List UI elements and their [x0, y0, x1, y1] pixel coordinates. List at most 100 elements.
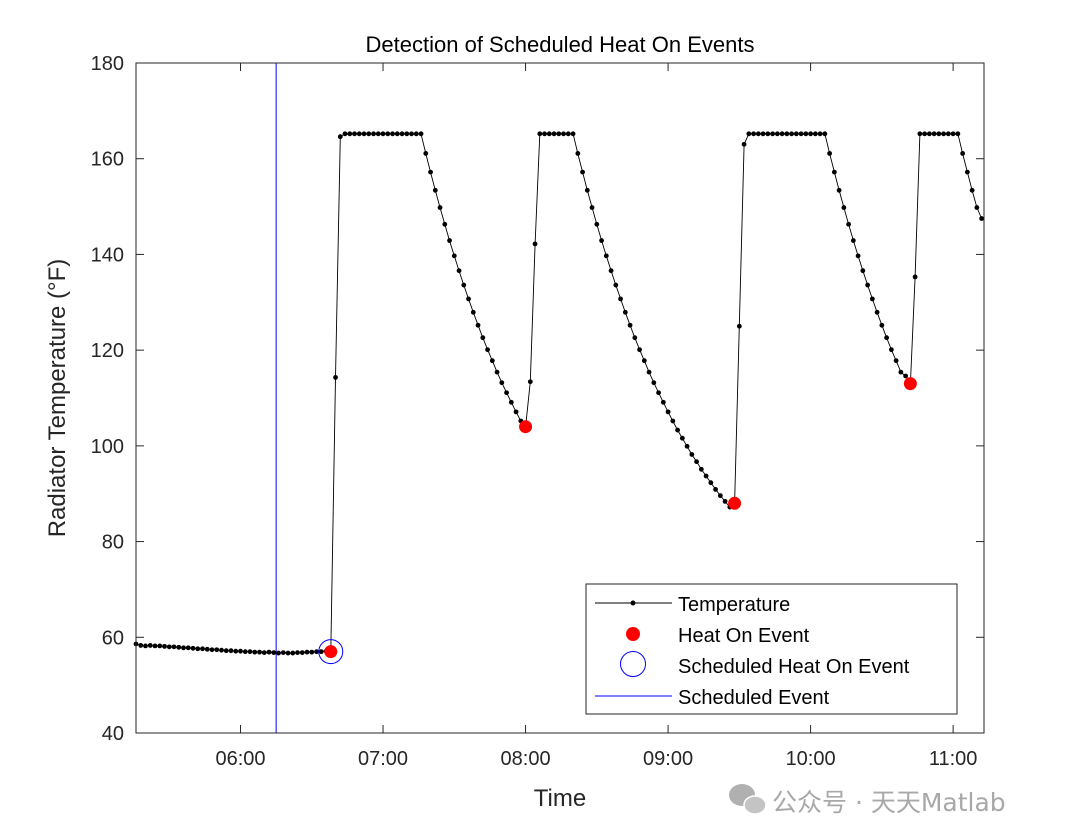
temperature-point: [926, 131, 932, 137]
temperature-point: [713, 487, 718, 492]
temperature-point: [817, 131, 823, 137]
legend-marker-temperature: [630, 600, 636, 606]
temperature-point: [214, 647, 220, 653]
x-tick-label: 11:00: [929, 748, 978, 770]
x-tick-label: 09:00: [643, 748, 693, 770]
temperature-point: [447, 238, 452, 243]
temperature-point: [537, 131, 543, 137]
temperature-point: [603, 253, 609, 259]
temperature-point: [485, 347, 490, 353]
temperature-point: [204, 646, 210, 652]
axes-box: [135, 62, 985, 734]
temperature-point: [223, 648, 229, 654]
heat-on-event-marker: [728, 496, 742, 510]
temperature-point: [546, 131, 552, 137]
temperature-point: [233, 648, 239, 654]
temperature-point: [385, 131, 391, 137]
watermark: 公众号 · 天天Matlab: [729, 784, 1006, 817]
temperature-point: [304, 649, 310, 655]
data-layer: [133, 63, 985, 733]
temperature-point: [271, 650, 277, 655]
temperature-point: [841, 205, 847, 210]
temperature-point: [532, 241, 538, 247]
temperature-point: [941, 131, 947, 137]
temperature-point: [684, 443, 690, 449]
ticks: 06:00 07:00 08:00 09:00 10:00 11:00 40 60 80 100 1…: [91, 53, 984, 770]
temperature-point: [428, 169, 433, 175]
temperature-point: [337, 134, 343, 140]
temperature-point: [242, 649, 248, 655]
temperature-point: [874, 309, 880, 315]
heat-on-event-marker: [324, 645, 338, 659]
temperature-point: [257, 649, 262, 655]
heat-on-event-marker: [519, 420, 533, 434]
temperature-point: [898, 369, 904, 375]
temperature-point: [200, 646, 205, 652]
temperature-point: [760, 131, 766, 137]
temperature-point: [860, 268, 866, 274]
temperature-point: [622, 309, 628, 315]
temperature-point: [679, 435, 685, 441]
temperature-point: [675, 427, 680, 433]
temperature-point: [190, 645, 196, 651]
temperature-point: [774, 131, 780, 137]
temperature-point: [850, 238, 856, 243]
temperature-point: [561, 131, 566, 137]
temperature-point: [831, 169, 837, 175]
temperature-point: [480, 335, 486, 341]
temperature-point: [361, 131, 367, 137]
temperature-point: [912, 274, 918, 280]
temperature-point: [565, 131, 571, 137]
legend-label-temperature: Temperature: [678, 594, 790, 616]
temperature-point: [437, 205, 443, 210]
temperature-point: [399, 131, 405, 137]
legend-box: [585, 583, 958, 715]
temperature-point: [722, 498, 728, 504]
temperature-point: [599, 238, 604, 243]
temperature-point: [456, 268, 462, 274]
temperature-point: [751, 131, 756, 137]
temperature-point: [836, 187, 842, 193]
temperature-point: [390, 131, 395, 137]
x-tick-label: 06:00: [215, 748, 265, 770]
temperature-point: [575, 151, 581, 156]
temperature-point: [451, 253, 457, 259]
temperature-point: [570, 131, 576, 137]
temperature-point: [342, 131, 348, 137]
watermark-text: 公众号 · 天天Matlab: [772, 788, 1006, 817]
temperature-point: [371, 131, 376, 137]
temperature-point: [651, 380, 657, 386]
temperature-point: [442, 221, 448, 227]
temperature-point: [903, 373, 909, 379]
temperature-point: [694, 459, 699, 465]
temperature-point: [589, 205, 595, 210]
temperature-point: [789, 131, 794, 137]
temperature-point: [556, 131, 562, 137]
temperature-point: [228, 648, 234, 654]
x-axis-label: Time: [534, 785, 586, 812]
temperature-point: [261, 650, 267, 655]
temperature-point: [333, 375, 338, 380]
temperature-point: [964, 169, 970, 175]
temperature-point: [409, 131, 414, 137]
temperature-point: [846, 221, 852, 227]
temperature-point: [960, 151, 966, 156]
temperature-point: [884, 335, 890, 341]
temperature-point: [423, 151, 429, 156]
temperature-point: [703, 473, 709, 479]
y-tick-label: 120: [91, 340, 124, 362]
temperature-point: [865, 282, 871, 288]
temperature-point: [219, 647, 224, 653]
legend-marker-scheduled-heat-on-event: [620, 651, 646, 677]
temperature-point: [755, 131, 761, 137]
temperature-point: [247, 649, 253, 655]
y-tick-label: 80: [102, 532, 124, 554]
x-tick-label: 08:00: [501, 748, 551, 770]
temperature-point: [209, 647, 215, 653]
temperature-point: [670, 418, 676, 424]
temperature-point: [803, 131, 809, 137]
temperature-point: [646, 369, 652, 375]
temperature-point: [152, 643, 158, 649]
temperature-point: [931, 131, 937, 137]
